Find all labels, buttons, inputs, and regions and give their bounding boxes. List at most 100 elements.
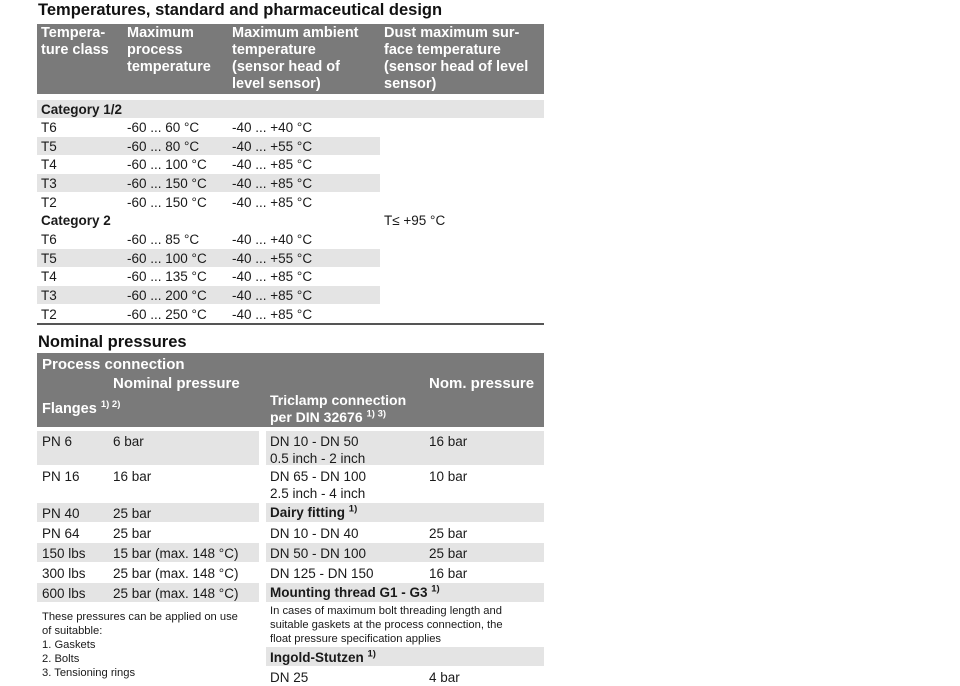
temp-class-cell: T5 — [41, 139, 57, 154]
note-line: 3. Tensioning rings — [42, 667, 136, 679]
row-shade — [266, 543, 544, 562]
nom-pressure-cell: 25 bar — [429, 546, 468, 561]
col-header-max-ambient-temp: Maximum ambient temperature (sensor head o… — [232, 25, 359, 92]
ambient-temp-cell: -40 ... +55 °C — [232, 251, 313, 266]
dairy-cell: DN 50 - DN 100 — [270, 546, 367, 561]
row-shade — [37, 174, 380, 192]
ambient-temp-cell: -40 ... +85 °C — [232, 307, 313, 322]
temp-class-cell: T3 — [41, 176, 57, 191]
ingold-stutzen-label: Ingold-Stutzen 1) — [270, 648, 376, 665]
ambient-temp-cell: -40 ... +85 °C — [232, 176, 313, 191]
note-line: 2. Bolts — [42, 653, 80, 665]
temp-class-cell: T6 — [41, 232, 57, 247]
col-header-nominal-pressure: Nominal pressure — [113, 375, 240, 392]
process-temp-cell: -60 ... 200 °C — [127, 288, 207, 303]
ambient-temp-cell: -40 ... +55 °C — [232, 139, 313, 154]
temp-class-cell: T3 — [41, 288, 57, 303]
temperature-table-header — [37, 24, 544, 94]
nominal-pressures-title: Nominal pressures — [38, 333, 187, 351]
flange-cell: PN 16 — [42, 469, 80, 484]
nominal-pressure-cell: 25 bar (max. 148 °C) — [113, 566, 239, 581]
flange-cell: 300 lbs — [42, 566, 86, 581]
col-header-temp-class: Tempera-ture class — [41, 25, 109, 58]
flange-cell: PN 64 — [42, 526, 80, 541]
nom-pressure-cell: 16 bar — [429, 566, 468, 581]
note-line: 1. Gaskets — [42, 639, 96, 651]
triclamp-cell: DN 65 - DN 100 — [270, 469, 367, 484]
process-temp-cell: -60 ... 150 °C — [127, 176, 207, 191]
temp-class-cell: T6 — [41, 120, 57, 135]
dairy-cell: DN 125 - DN 150 — [270, 566, 374, 581]
category-label: Category 2 — [41, 213, 111, 228]
process-temp-cell: -60 ... 80 °C — [127, 139, 200, 154]
mounting-note-line: float pressure specification applies — [270, 633, 442, 645]
category-label: Category 1/2 — [41, 102, 123, 117]
note-line: These pressures can be applied on use — [42, 611, 238, 623]
flange-cell: PN 40 — [42, 506, 80, 521]
process-temp-cell: -60 ... 100 °C — [127, 251, 207, 266]
row-shade — [37, 137, 380, 155]
pressure-table-header — [37, 353, 544, 427]
table-bottom-rule — [37, 323, 544, 325]
row-shade — [37, 431, 259, 465]
ambient-temp-cell: -40 ... +40 °C — [232, 120, 313, 135]
process-temp-cell: -60 ... 85 °C — [127, 232, 200, 247]
row-shade — [37, 543, 259, 562]
temp-class-cell: T4 — [41, 157, 57, 172]
nominal-pressure-cell: 15 bar (max. 148 °C) — [113, 546, 239, 561]
mounting-thread-label: Mounting thread G1 - G3 1) — [270, 583, 440, 600]
flange-cell: PN 6 — [42, 434, 73, 449]
triclamp-cell: 2.5 inch - 4 inch — [270, 486, 366, 501]
nom-pressure-cell: 10 bar — [429, 469, 468, 484]
col-header-dust-max-surface-temp: Dust maximum sur-face temperature (sensor… — [384, 25, 529, 92]
nom-pressure-cell: 16 bar — [429, 434, 468, 449]
flange-cell: 600 lbs — [42, 586, 86, 601]
dairy-fitting-label: Dairy fitting 1) — [270, 503, 358, 520]
ambient-temp-cell: -40 ... +85 °C — [232, 195, 313, 210]
row-shade — [37, 249, 380, 267]
row-shade — [266, 431, 544, 465]
category-row-bg — [37, 100, 544, 118]
process-temp-cell: -60 ... 60 °C — [127, 120, 200, 135]
ingold-cell: DN 25 — [270, 670, 309, 685]
col-header-flanges: Flanges 1) 2) — [42, 399, 121, 417]
nominal-pressure-cell: 6 bar — [113, 434, 144, 449]
nominal-pressure-cell: 16 bar — [113, 469, 152, 484]
nominal-pressure-cell: 25 bar — [113, 526, 152, 541]
temp-class-cell: T4 — [41, 269, 57, 284]
row-shade — [37, 583, 259, 602]
row-shade — [266, 647, 544, 666]
ambient-temp-cell: -40 ... +85 °C — [232, 269, 313, 284]
nom-pressure-cell: 4 bar — [429, 670, 460, 685]
nominal-pressure-cell: 25 bar (max. 148 °C) — [113, 586, 239, 601]
ambient-temp-cell: -40 ... +40 °C — [232, 232, 313, 247]
process-temp-cell: -60 ... 100 °C — [127, 157, 207, 172]
row-shade — [37, 503, 259, 522]
note-line: of suitabble: — [42, 625, 103, 637]
flange-cell: 150 lbs — [42, 546, 86, 561]
dust-max-temp-value: T≤ +95 °C — [384, 213, 446, 228]
nom-pressure-cell: 25 bar — [429, 526, 468, 541]
triclamp-cell: 0.5 inch - 2 inch — [270, 451, 366, 466]
mounting-note-line: suitable gaskets at the process connecti… — [270, 619, 503, 631]
triclamp-cell: DN 10 - DN 50 — [270, 434, 359, 449]
process-temp-cell: -60 ... 135 °C — [127, 269, 207, 284]
process-temp-cell: -60 ... 150 °C — [127, 195, 207, 210]
nominal-pressure-cell: 25 bar — [113, 506, 152, 521]
temp-class-cell: T2 — [41, 307, 57, 322]
col-header-triclamp: Triclamp connection per DIN 32676 1) 3) — [270, 392, 407, 425]
dairy-cell: DN 10 - DN 40 — [270, 526, 359, 541]
row-shade — [266, 503, 544, 522]
row-shade — [37, 286, 380, 304]
ambient-temp-cell: -40 ... +85 °C — [232, 288, 313, 303]
ambient-temp-cell: -40 ... +85 °C — [232, 157, 313, 172]
row-shade — [266, 583, 544, 602]
col-header-process-connection: Process connection — [42, 356, 185, 373]
mounting-note-line: In cases of maximum bolt threading lengt… — [270, 605, 502, 617]
temp-class-cell: T2 — [41, 195, 57, 210]
col-header-nom-pressure: Nom. pressure — [429, 375, 535, 392]
temperatures-title: Temperatures, standard and pharmaceutica… — [38, 1, 443, 19]
temp-class-cell: T5 — [41, 251, 57, 266]
col-header-max-process-temp: Maximum process temperature — [127, 25, 211, 75]
process-temp-cell: -60 ... 250 °C — [127, 307, 207, 322]
